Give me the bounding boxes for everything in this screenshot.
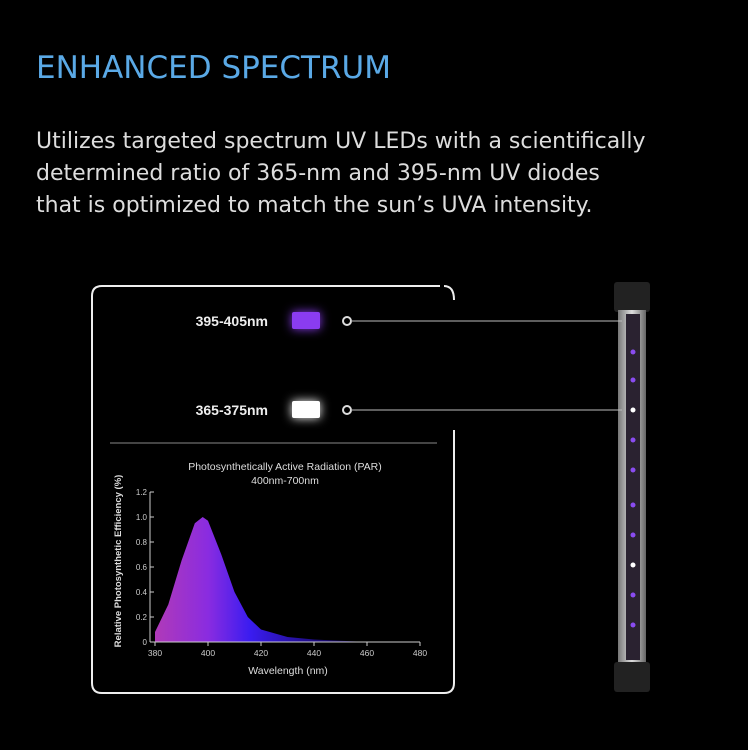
legend-label: 365-375nm [196, 402, 268, 418]
legend-label: 395-405nm [196, 313, 268, 329]
led-strip [626, 314, 640, 660]
y-tick-label: 1.2 [136, 488, 148, 497]
bar-cap [614, 662, 650, 692]
x-tick-label: 440 [307, 648, 321, 658]
y-tick-label: 1.0 [136, 513, 148, 522]
x-tick-label: 380 [148, 648, 162, 658]
y-tick-label: 0.8 [136, 538, 148, 547]
bar-cap [614, 282, 650, 312]
x-tick-label: 420 [254, 648, 268, 658]
y-tick-label: 0.2 [136, 613, 148, 622]
legend-swatch [292, 312, 320, 329]
legend: 395-405nm 365-375nm [196, 312, 622, 418]
area [155, 517, 367, 642]
y-axis-label: Relative Photosynthetic Efficiency (%) [113, 475, 124, 648]
x-tick-label: 480 [413, 648, 427, 658]
y-tick-label: 0.4 [136, 588, 148, 597]
y-tick-label: 0 [143, 638, 148, 647]
title: ENHANCED SPECTRUM [36, 50, 391, 86]
x-tick-label: 400 [201, 648, 215, 658]
chart: Photosynthetically Active Radiation (PAR… [113, 461, 427, 677]
panel-border [91, 285, 455, 694]
connector-dot [342, 316, 352, 326]
chart-subtitle: 400nm-700nm [251, 475, 319, 487]
chart-title: Photosynthetically Active Radiation (PAR… [188, 461, 382, 473]
y-tick-label: 0.6 [136, 563, 148, 572]
connector-dot [342, 405, 352, 415]
x-axis-label: Wavelength (nm) [248, 665, 328, 677]
x-tick-label: 460 [360, 648, 374, 658]
description-line: Utilizes targeted spectrum UV LEDs with … [36, 129, 646, 154]
leds [630, 349, 636, 628]
legend-swatch [292, 401, 320, 418]
description-line: that is optimized to match the sun’s UVA… [36, 193, 593, 218]
description-line: determined ratio of 365-nm and 395-nm UV… [36, 161, 600, 186]
